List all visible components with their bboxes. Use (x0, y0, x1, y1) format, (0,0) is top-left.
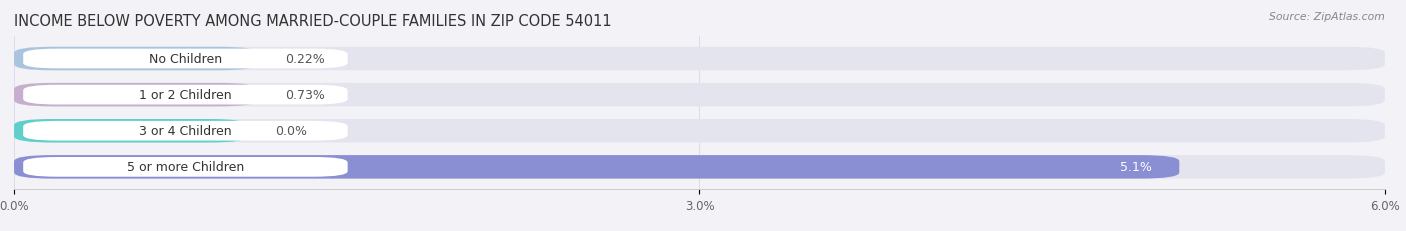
Text: Source: ZipAtlas.com: Source: ZipAtlas.com (1270, 12, 1385, 21)
Text: 1 or 2 Children: 1 or 2 Children (139, 89, 232, 102)
Text: 0.0%: 0.0% (276, 125, 307, 138)
FancyBboxPatch shape (22, 157, 347, 177)
FancyBboxPatch shape (14, 119, 1385, 143)
Text: 5.1%: 5.1% (1121, 161, 1152, 174)
FancyBboxPatch shape (14, 119, 247, 143)
Text: INCOME BELOW POVERTY AMONG MARRIED-COUPLE FAMILIES IN ZIP CODE 54011: INCOME BELOW POVERTY AMONG MARRIED-COUPL… (14, 14, 612, 29)
FancyBboxPatch shape (14, 48, 257, 71)
Text: 0.73%: 0.73% (285, 89, 325, 102)
FancyBboxPatch shape (14, 84, 257, 107)
Text: No Children: No Children (149, 53, 222, 66)
FancyBboxPatch shape (14, 155, 1385, 179)
FancyBboxPatch shape (22, 121, 347, 141)
FancyBboxPatch shape (14, 48, 1385, 71)
Text: 0.22%: 0.22% (285, 53, 325, 66)
FancyBboxPatch shape (14, 155, 1180, 179)
Text: 5 or more Children: 5 or more Children (127, 161, 245, 174)
Text: 3 or 4 Children: 3 or 4 Children (139, 125, 232, 138)
FancyBboxPatch shape (22, 49, 347, 69)
FancyBboxPatch shape (14, 84, 1385, 107)
FancyBboxPatch shape (22, 85, 347, 105)
